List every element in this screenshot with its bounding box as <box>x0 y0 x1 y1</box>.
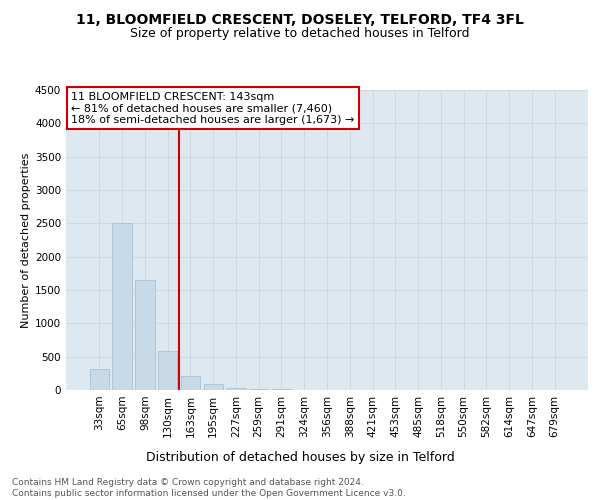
Y-axis label: Number of detached properties: Number of detached properties <box>21 152 31 328</box>
Bar <box>203 384 223 390</box>
Text: 11, BLOOMFIELD CRESCENT, DOSELEY, TELFORD, TF4 3FL: 11, BLOOMFIELD CRESCENT, DOSELEY, TELFOR… <box>76 12 524 26</box>
Bar <box>181 376 200 390</box>
Text: Contains HM Land Registry data © Crown copyright and database right 2024.
Contai: Contains HM Land Registry data © Crown c… <box>12 478 406 498</box>
Text: Distribution of detached houses by size in Telford: Distribution of detached houses by size … <box>146 451 454 464</box>
Bar <box>135 280 155 390</box>
Bar <box>226 388 245 390</box>
Bar <box>112 224 132 390</box>
Text: Size of property relative to detached houses in Telford: Size of property relative to detached ho… <box>130 28 470 40</box>
Bar <box>249 389 268 390</box>
Bar <box>90 368 109 390</box>
Text: 11 BLOOMFIELD CRESCENT: 143sqm
← 81% of detached houses are smaller (7,460)
18% : 11 BLOOMFIELD CRESCENT: 143sqm ← 81% of … <box>71 92 355 124</box>
Bar <box>158 350 178 390</box>
